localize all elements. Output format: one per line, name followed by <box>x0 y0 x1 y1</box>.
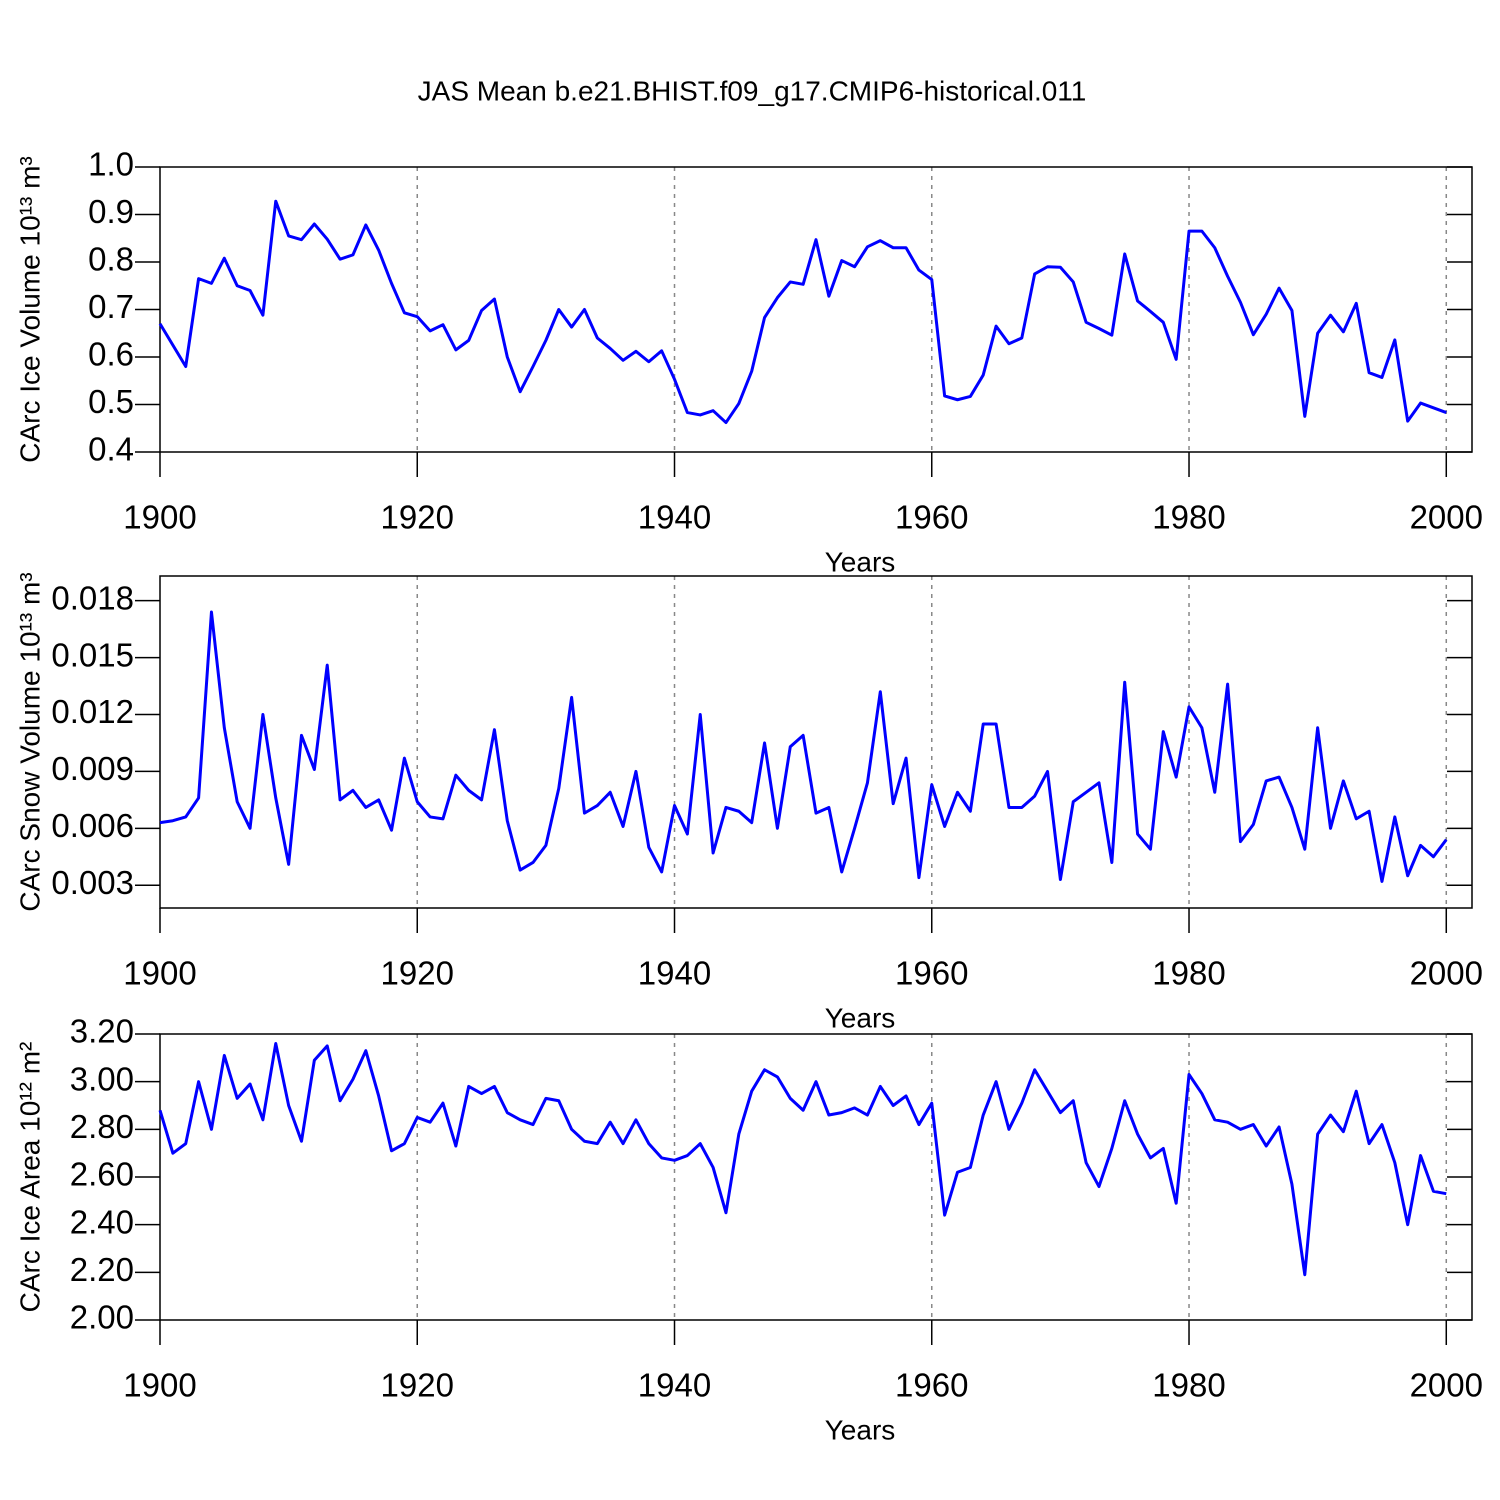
y-tick-label: 0.009 <box>51 750 134 787</box>
x-tick-label: 1900 <box>123 499 196 536</box>
y-tick-label: 1.0 <box>88 146 134 183</box>
y-tick-label: 0.7 <box>88 288 134 325</box>
x-tick-label: 1900 <box>123 1367 196 1404</box>
x-tick-label: 1920 <box>381 955 454 992</box>
y-tick-label: 2.20 <box>70 1251 134 1288</box>
x-tick-label: 2000 <box>1410 499 1483 536</box>
x-tick-label: 1940 <box>638 1367 711 1404</box>
x-tick-label: 1920 <box>381 499 454 536</box>
plot-frame <box>159 575 1473 909</box>
x-tick-label: 1920 <box>381 1367 454 1404</box>
data-line <box>158 1042 1447 1277</box>
y-tick-label: 2.60 <box>70 1156 134 1193</box>
y-tick-label: 0.012 <box>51 693 134 730</box>
x-tick-label: 1960 <box>895 1367 968 1404</box>
x-tick-label: 1960 <box>895 499 968 536</box>
plot-frame <box>159 166 1473 453</box>
chart-title: JAS Mean b.e21.BHIST.f09_g17.CMIP6-histo… <box>418 75 1087 106</box>
y-tick-label: 0.9 <box>88 193 134 230</box>
y-axis-label: CArc Snow Volume 10¹³ m³ <box>14 572 45 911</box>
x-tick-label: 1960 <box>895 955 968 992</box>
y-tick-label: 2.80 <box>70 1108 134 1145</box>
y-axis-label: CArc Ice Area 10¹² m² <box>14 1042 45 1313</box>
x-tick-label: 1900 <box>123 955 196 992</box>
x-tick-label: 1940 <box>638 955 711 992</box>
y-tick-label: 0.003 <box>51 864 134 901</box>
x-tick-label: 1940 <box>638 499 711 536</box>
x-axis-label: Years <box>825 546 896 577</box>
y-tick-label: 0.018 <box>51 579 134 616</box>
data-line <box>158 199 1447 425</box>
x-tick-label: 1980 <box>1152 1367 1225 1404</box>
data-line <box>159 610 1448 883</box>
x-axis-label: Years <box>825 1414 896 1445</box>
y-tick-label: 0.5 <box>88 383 134 420</box>
x-tick-label: 1980 <box>1152 499 1225 536</box>
y-tick-label: 2.00 <box>70 1299 134 1336</box>
y-tick-label: 0.8 <box>88 241 134 278</box>
x-tick-label: 1980 <box>1152 955 1225 992</box>
y-axis-label: CArc Ice Volume 10¹³ m³ <box>14 156 45 463</box>
y-tick-label: 3.00 <box>70 1060 134 1097</box>
y-tick-label: 0.015 <box>51 636 134 673</box>
y-tick-label: 0.4 <box>88 431 134 468</box>
x-axis-label: Years <box>825 1002 896 1033</box>
x-tick-label: 2000 <box>1410 1367 1483 1404</box>
y-tick-label: 2.40 <box>70 1203 134 1240</box>
y-tick-label: 3.20 <box>70 1013 134 1050</box>
y-tick-label: 0.006 <box>51 807 134 844</box>
y-tick-label: 0.6 <box>88 336 134 373</box>
x-tick-label: 2000 <box>1410 955 1483 992</box>
plot-frame <box>159 1033 1473 1321</box>
